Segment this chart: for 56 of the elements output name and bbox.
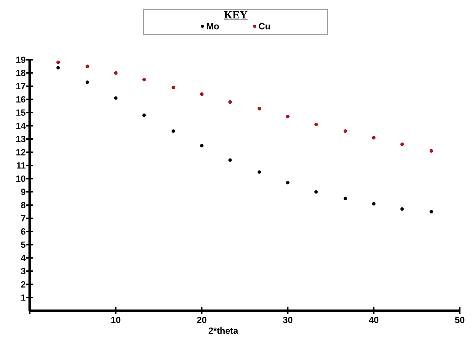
point [56, 60, 60, 64]
point [114, 96, 118, 100]
point [200, 144, 204, 148]
y-tick-label: 5 [21, 242, 26, 248]
x-axis-title: 2*theta [208, 328, 239, 334]
y-tick-label: 11 [17, 162, 26, 169]
point [228, 100, 232, 104]
y-tick-label: 1 [22, 294, 26, 301]
y-tick-label: 17 [16, 83, 26, 90]
y-tick-label: 3 [21, 268, 26, 275]
point [344, 130, 348, 134]
point [286, 181, 290, 185]
point [258, 170, 262, 174]
point [142, 114, 146, 118]
y-tick-label: 4 [21, 255, 26, 262]
point [258, 107, 262, 111]
point [86, 80, 90, 84]
x-tick-label: 30 [283, 317, 293, 324]
y-tick-label: 12 [16, 149, 26, 156]
y-tick-label: 16 [16, 96, 26, 103]
y-tick-label: 19 [16, 56, 26, 64]
y-tick-label: 10 [16, 176, 26, 182]
point [430, 149, 434, 153]
point [56, 66, 60, 70]
y-tick-label: 15 [16, 110, 26, 116]
y-tick-label: 6 [21, 228, 26, 235]
point [86, 64, 90, 68]
point [344, 196, 348, 200]
point [200, 92, 204, 96]
y-tick-label: 2 [21, 281, 26, 288]
point [142, 78, 146, 82]
y-tick-label: 13 [16, 136, 26, 142]
y-tick-label: 9 [21, 188, 26, 196]
y-tick-label: 7 [21, 215, 26, 222]
x-tick-label: 20 [197, 317, 207, 324]
legend-title: KEY [224, 11, 248, 19]
point [372, 136, 376, 140]
y-tick-label: 8 [21, 202, 26, 208]
point [400, 142, 404, 146]
point [372, 202, 376, 206]
point [400, 208, 404, 212]
point [172, 86, 176, 90]
legend-label: Cu [259, 23, 270, 30]
x-tick-label: 10 [112, 317, 121, 324]
point [430, 210, 434, 214]
legend-label: Mo [207, 23, 220, 30]
point [314, 122, 318, 126]
point [314, 190, 318, 194]
point [114, 71, 118, 75]
y-tick-label: 18 [16, 70, 26, 76]
point [286, 115, 290, 119]
point [228, 158, 232, 162]
x-tick-label: 50 [455, 317, 465, 324]
x-tick-label: 40 [369, 317, 379, 324]
point [172, 130, 176, 134]
y-tick-label: 14 [16, 122, 26, 130]
